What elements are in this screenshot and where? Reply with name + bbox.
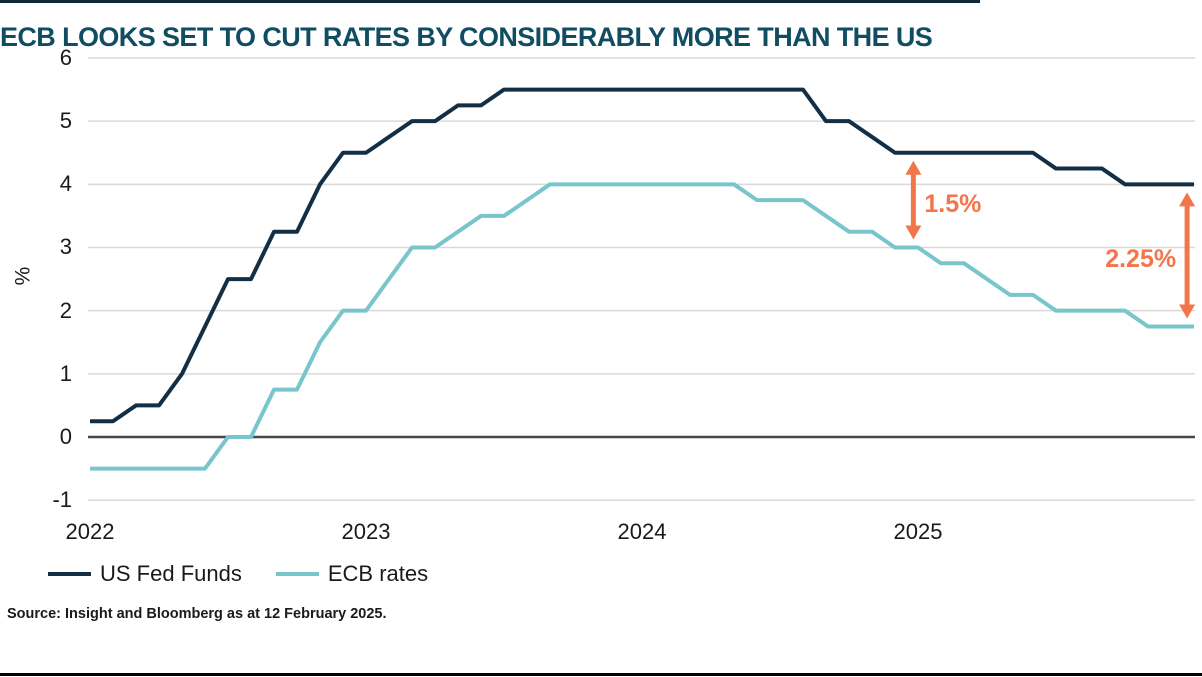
y-axis-tick-label: 0 [59, 424, 72, 449]
arrow-down-head [905, 225, 922, 240]
gap-annotation-label: 1.5% [924, 190, 982, 219]
legend-item: ECB rates [275, 561, 429, 587]
x-axis-tick-label: 2023 [341, 519, 391, 544]
source-note: Source: Insight and Bloomberg as at 12 F… [7, 606, 387, 622]
y-axis-title: % [11, 266, 35, 286]
x-axis-tick-label: 2024 [617, 519, 667, 544]
legend-label: US Fed Funds [100, 561, 242, 586]
x-axis-tick-label: 2022 [65, 519, 115, 544]
series-line-us-fed-funds [90, 87, 1194, 424]
y-axis-tick-label: 2 [59, 297, 72, 323]
y-axis-tick-label: 6 [59, 44, 72, 70]
legend-line-swatch [48, 572, 91, 576]
bottom-rule [0, 673, 1202, 676]
legend-label: ECB rates [327, 561, 429, 586]
arrow-down-head [1179, 304, 1196, 319]
top-rule [0, 0, 980, 3]
y-axis-tick-label: 5 [59, 108, 72, 134]
x-axis-tick-label: 2025 [893, 519, 943, 544]
y-axis-tick-label: -1 [52, 487, 72, 513]
arrow-up-head [1179, 192, 1196, 207]
legend-item: US Fed Funds [48, 561, 242, 587]
series-line-ecb-rates [90, 182, 1194, 471]
y-axis-tick-label: 3 [59, 234, 72, 260]
y-axis-tick-label: 4 [59, 171, 72, 197]
chart-legend: US Fed Funds ECB rates [48, 560, 428, 588]
arrow-up-head [905, 160, 922, 175]
gap-annotation-label: 2.25% [1105, 245, 1177, 274]
legend-line-swatch [275, 572, 319, 576]
y-axis-tick-label: 1 [59, 360, 72, 386]
page-title: ECB LOOKS SET TO CUT RATES BY CONSIDERAB… [0, 22, 933, 53]
